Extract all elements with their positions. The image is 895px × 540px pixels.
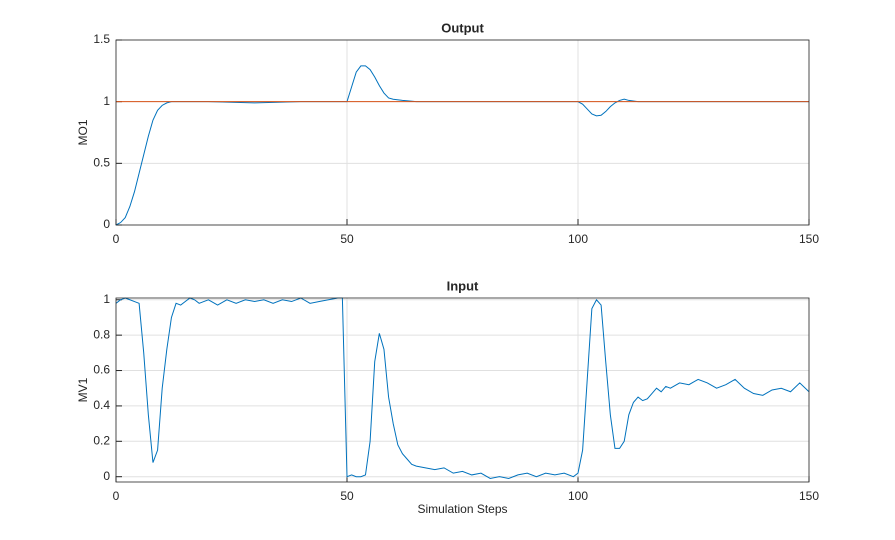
data-line	[115, 65, 809, 226]
axes-background	[116, 298, 809, 482]
chart-title: Output	[441, 20, 484, 35]
x-tick-label: 100	[568, 232, 588, 246]
x-tick-label: 0	[113, 232, 120, 246]
x-tick-label: 0	[113, 489, 120, 503]
y-tick-label: 0.2	[93, 433, 110, 447]
y-tick-label: 1	[103, 292, 110, 306]
x-tick-label: 50	[340, 489, 354, 503]
x-tick-label: 150	[799, 489, 819, 503]
x-axis-label: Simulation Steps	[417, 502, 507, 516]
x-tick-label: 100	[568, 489, 588, 503]
y-tick-label: 0	[103, 217, 110, 231]
y-tick-label: 0.5	[93, 156, 110, 170]
y-tick-label: 1	[103, 94, 110, 108]
y-tick-label: 1.5	[93, 32, 110, 46]
y-axis-label: MV1	[76, 377, 90, 402]
axes-background	[116, 40, 809, 225]
y-tick-label: 0.6	[93, 363, 110, 377]
axes-box	[115, 39, 810, 226]
axes-box	[115, 297, 810, 483]
chart-title: Input	[447, 278, 479, 293]
y-tick-label: 0	[103, 469, 110, 483]
x-tick-label: 50	[340, 232, 354, 246]
x-tick-label: 150	[799, 232, 819, 246]
data-line	[115, 297, 810, 479]
y-tick-label: 0.4	[93, 398, 110, 412]
y-tick-label: 0.8	[93, 327, 110, 341]
y-axis-label: MO1	[76, 119, 90, 145]
